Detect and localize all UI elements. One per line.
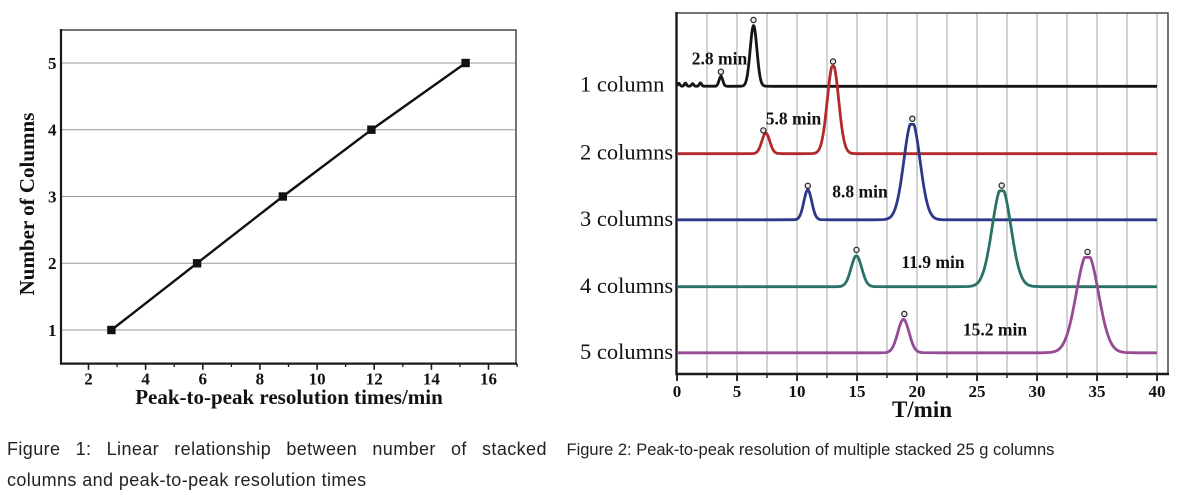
svg-text:30: 30 [1029,382,1046,401]
svg-text:2.8 min: 2.8 min [692,48,748,68]
svg-text:3: 3 [48,187,57,206]
svg-text:0: 0 [673,382,682,401]
svg-text:10: 10 [789,382,806,401]
svg-text:20: 20 [909,382,926,401]
svg-text:11.9 min: 11.9 min [901,252,964,272]
svg-text:10: 10 [309,370,326,389]
svg-text:25: 25 [969,382,986,401]
svg-text:4: 4 [141,370,150,389]
svg-text:16: 16 [480,370,497,389]
svg-text:15: 15 [849,382,866,401]
svg-text:5: 5 [48,54,57,73]
svg-text:5: 5 [733,382,742,401]
svg-text:T/min: T/min [892,397,952,422]
svg-text:3 columns: 3 columns [580,206,673,231]
svg-text:35: 35 [1089,382,1106,401]
svg-text:8.8 min: 8.8 min [832,182,888,202]
svg-text:14: 14 [423,370,441,389]
svg-text:2: 2 [48,254,57,273]
svg-text:5 columns: 5 columns [580,339,673,364]
svg-text:2 columns: 2 columns [580,140,673,165]
svg-text:15.2 min: 15.2 min [963,319,1027,339]
svg-text:Peak-to-peak resolution times/: Peak-to-peak resolution times/min [135,385,443,409]
svg-text:Number of Columns: Number of Columns [15,113,39,296]
svg-text:2: 2 [84,370,93,389]
svg-text:6: 6 [199,370,208,389]
svg-text:5.8 min: 5.8 min [766,109,822,129]
svg-text:12: 12 [366,370,383,389]
svg-text:4: 4 [48,121,57,140]
svg-text:40: 40 [1149,382,1166,401]
svg-text:4 columns: 4 columns [580,273,673,298]
svg-text:8: 8 [256,370,265,389]
svg-text:1 column: 1 column [580,71,664,96]
svg-text:1: 1 [48,321,57,340]
